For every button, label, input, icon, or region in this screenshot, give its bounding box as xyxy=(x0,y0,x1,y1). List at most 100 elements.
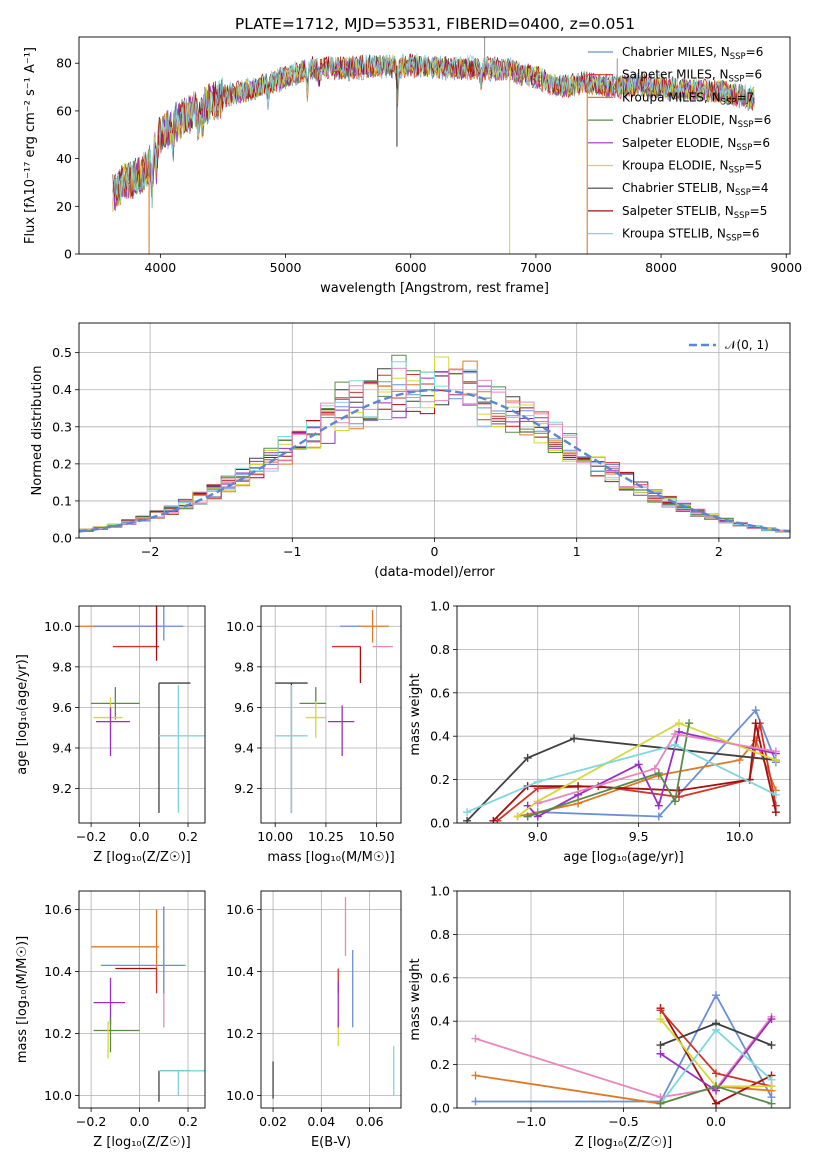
data-point xyxy=(489,816,498,823)
y-axis-label: mass [log₁₀(M/M☉)] xyxy=(15,936,30,1063)
legend-label: Chabrier MILES, NSSP=6 xyxy=(622,45,763,62)
y-axis-label: mass weight xyxy=(408,958,423,1040)
data-point xyxy=(675,719,683,728)
y-tick-label: 0.8 xyxy=(430,927,450,942)
x-axis-label: Z [log₁₀(Z/Z☉)] xyxy=(93,1135,190,1150)
x-axis-label: Z [log₁₀(Z/Z☉)] xyxy=(93,850,190,865)
data-point xyxy=(513,812,522,821)
gaussian-curve xyxy=(79,388,790,533)
spectrum-line xyxy=(112,53,755,209)
legend-tail: =6 xyxy=(742,227,760,241)
data-point xyxy=(771,756,780,765)
x-tick-label: 1 xyxy=(573,544,581,559)
data-point xyxy=(650,764,659,773)
data-point xyxy=(767,1099,776,1108)
axes-frame xyxy=(78,890,206,1109)
legend-subscript: SSP xyxy=(735,188,751,198)
legend-subscript: SSP xyxy=(729,75,745,85)
y-tick-label: 40 xyxy=(56,151,72,166)
legend-tail: =7 xyxy=(737,90,755,104)
y-tick-label: 9.8 xyxy=(52,659,72,674)
y-tick-label: 0.5 xyxy=(52,345,72,360)
y-tick-label: 10.0 xyxy=(44,1088,72,1103)
y-tick-label: 0.8 xyxy=(430,642,450,657)
y-tick-label: 10.6 xyxy=(226,902,254,917)
x-axis-label: age [log₁₀(age/yr)] xyxy=(563,850,684,865)
x-tick-label: 0.02 xyxy=(259,1114,287,1129)
series-line xyxy=(527,723,690,818)
panel-z-mass: −0.2 0.0 0.2 10.0 10.2 10.4 10.6 Z [log₁₀(Z/Z☉)… xyxy=(15,890,206,1150)
x-axis-label: Z [log₁₀(Z/Z☉)] xyxy=(575,1135,672,1150)
x-tick-label: 7000 xyxy=(520,260,552,275)
data-point xyxy=(712,1025,720,1034)
data-point xyxy=(634,760,643,769)
y-tick-label: 0.6 xyxy=(430,685,450,700)
legend-text: Chabrier ELODIE, N xyxy=(622,113,738,127)
data-point xyxy=(523,753,532,762)
y-tick-label: 10.2 xyxy=(226,1026,254,1041)
legend-text: Kroupa ELODIE, N xyxy=(622,159,729,173)
legend-label: 𝒩(0, 1) xyxy=(725,338,769,352)
legend-text: Kroupa MILES, N xyxy=(622,90,721,104)
panel-spectrum: 4000 5000 6000 7000 8000 9000 0 20 40 60 80 wavelen… xyxy=(23,36,802,296)
x-tick-label: 10.25 xyxy=(308,829,344,844)
y-tick-label: 9.8 xyxy=(234,659,254,674)
x-tick-label: −0.2 xyxy=(76,1114,106,1129)
x-tick-label: −0.5 xyxy=(608,1114,638,1129)
data-point xyxy=(670,730,679,739)
legend-label: Salpeter ELODIE, NSSP=6 xyxy=(622,136,770,153)
y-tick-label: 60 xyxy=(56,103,72,118)
y-tick-label: 9.2 xyxy=(234,781,254,796)
data-point xyxy=(574,782,583,791)
data-point xyxy=(570,734,579,743)
plot-area xyxy=(91,906,205,1102)
y-tick-label: 9.4 xyxy=(234,740,254,755)
y-tick-label: 0.0 xyxy=(52,531,72,546)
legend-subscript: SSP xyxy=(738,120,754,130)
legend-label: Kroupa MILES, NSSP=7 xyxy=(622,90,754,107)
legend-tail: =6 xyxy=(754,113,772,127)
x-tick-label: −2 xyxy=(141,544,159,559)
data-point xyxy=(712,1099,720,1108)
legend-subscript: SSP xyxy=(729,166,745,176)
y-tick-label: 0.0 xyxy=(430,1101,450,1116)
data-point xyxy=(656,1041,665,1050)
series-line xyxy=(516,722,777,818)
data-point xyxy=(771,790,780,799)
data-point xyxy=(685,719,694,728)
data-point xyxy=(751,706,760,715)
x-tick-label: 0.2 xyxy=(178,1114,198,1129)
data-point xyxy=(767,1075,776,1084)
y-tick-label: 0.6 xyxy=(430,970,450,985)
legend-tail: =6 xyxy=(752,136,770,150)
x-tick-label: 6000 xyxy=(395,260,427,275)
data-point xyxy=(533,799,542,808)
x-tick-label: 0.0 xyxy=(706,1114,726,1129)
x-axis-label: (data-model)/error xyxy=(374,565,495,580)
legend-label: Kroupa ELODIE, NSSP=5 xyxy=(622,159,762,176)
panel-z-age: −0.2 0.0 0.2 9.2 9.4 9.6 9.8 10.0 Z [log₁₀(Z/Z☉)… xyxy=(15,605,206,865)
x-tick-label: 0 xyxy=(431,544,439,559)
series-line xyxy=(492,723,777,822)
data-point xyxy=(771,808,780,817)
figure-title: PLATE=1712, MJD=53531, FIBERID=0400, z=0… xyxy=(235,15,635,33)
y-tick-label: 1.0 xyxy=(430,884,450,899)
x-tick-label: 0.0 xyxy=(130,1114,150,1129)
y-tick-label: 10.2 xyxy=(44,1026,72,1041)
data-point xyxy=(654,769,663,778)
data-point xyxy=(712,1082,720,1091)
y-tick-label: 9.4 xyxy=(52,740,72,755)
data-point xyxy=(767,1015,776,1024)
y-tick-label: 0.4 xyxy=(430,729,450,744)
axes-frame xyxy=(260,605,402,824)
legend-tail: =6 xyxy=(744,68,762,82)
x-tick-label: 4000 xyxy=(144,260,176,275)
legend-text: Salpeter MILES, N xyxy=(622,68,729,82)
legend-subscript: SSP xyxy=(721,97,737,107)
data-point xyxy=(670,740,679,749)
plot-area xyxy=(463,706,780,823)
data-point xyxy=(463,808,472,817)
plot-area xyxy=(79,606,205,813)
y-tick-label: 80 xyxy=(56,56,72,71)
